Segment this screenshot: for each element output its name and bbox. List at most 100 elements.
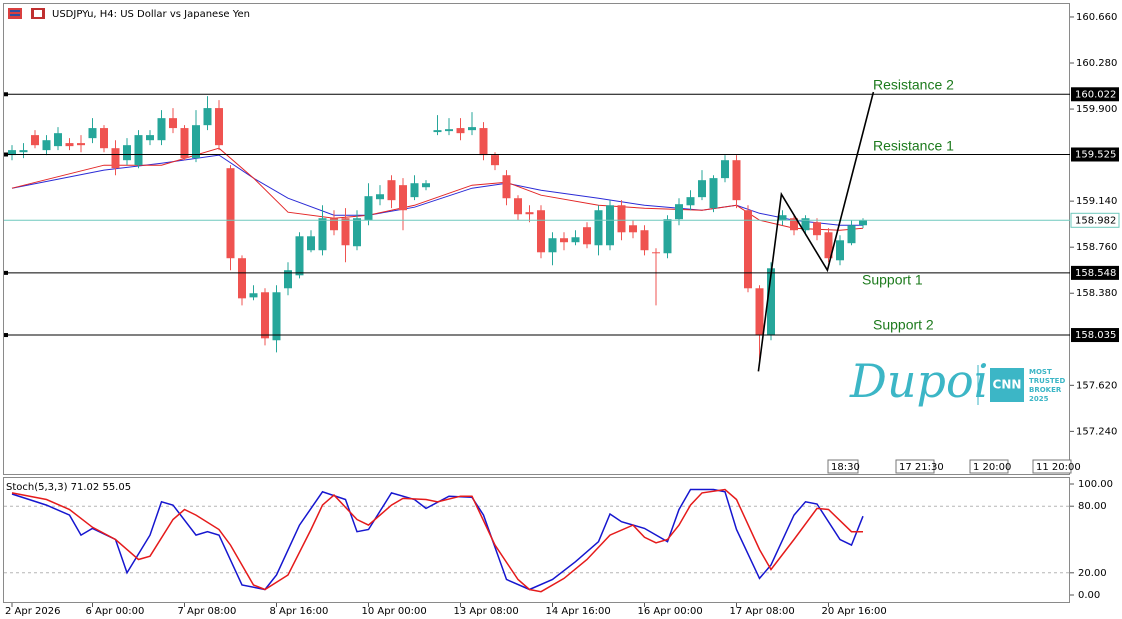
candle-body — [744, 210, 752, 289]
icon — [34, 10, 42, 17]
candle-body — [249, 293, 258, 298]
level-box — [1071, 328, 1119, 343]
stoch-pane-frame — [3, 477, 1070, 603]
candle-body — [295, 236, 304, 276]
badge: CNN — [993, 378, 1022, 392]
candle-body — [686, 197, 695, 206]
candle-body — [456, 128, 465, 134]
watermark: Dupoin CNN MOST TRUSTED BROKER 2025 — [849, 354, 1065, 408]
annotation: Support 1 — [862, 272, 923, 288]
candle-body — [445, 129, 453, 132]
candle-body — [491, 155, 499, 166]
candle-body — [617, 205, 626, 233]
y-tick-label: 160.660 — [1076, 12, 1117, 23]
x-tick-label: 14 Apr 16:00 — [546, 606, 611, 617]
current-price-label: 158.982 — [1075, 215, 1116, 226]
annotation: Support 2 — [873, 317, 934, 333]
x-tick-label: 17 Apr 08:00 — [730, 606, 795, 617]
y-tick-label: 158.380 — [1076, 288, 1117, 299]
candle-body — [502, 175, 511, 199]
candle-body — [226, 168, 235, 259]
x-tick-label: 10 Apr 00:00 — [362, 606, 427, 617]
candle-body — [387, 180, 396, 201]
candle-body — [652, 252, 660, 254]
candle-body — [111, 148, 120, 169]
time-marker-box — [895, 459, 935, 474]
current-price-box — [1070, 212, 1120, 228]
level-anchor — [4, 152, 8, 157]
candle-body — [698, 180, 706, 198]
candle-body — [640, 230, 649, 251]
candle-body — [134, 135, 143, 166]
candle-body — [19, 150, 28, 153]
time-marker: 11 20:00 — [1036, 462, 1081, 473]
candle-body — [836, 240, 844, 261]
candle-body — [65, 143, 74, 147]
candle-body — [571, 237, 580, 243]
candle-body — [376, 194, 384, 200]
tagline: BROKER — [1029, 386, 1062, 394]
tagline: 2025 — [1029, 395, 1049, 403]
candle-body — [203, 108, 212, 126]
candle-body — [353, 218, 361, 247]
candle-body — [801, 218, 810, 231]
candle-body — [548, 238, 557, 253]
time-marker: 18:30 — [831, 462, 860, 473]
candle-body — [709, 178, 718, 209]
candle-body — [721, 160, 729, 179]
y-tick-label: 159.900 — [1076, 104, 1117, 115]
candle-body — [169, 118, 177, 129]
candle-body — [514, 198, 522, 215]
candle-body — [560, 238, 568, 243]
candle-body — [123, 145, 131, 161]
moving-average — [11, 147, 864, 231]
candle-body — [606, 205, 614, 246]
candle-body — [824, 232, 833, 259]
candle-body — [215, 108, 223, 146]
candle-body — [732, 160, 741, 201]
level-anchor — [4, 333, 8, 338]
candle-body — [859, 220, 867, 226]
moving-average — [11, 154, 863, 226]
candle-body — [663, 219, 672, 254]
candle-body — [813, 222, 821, 236]
candle-body — [341, 218, 350, 246]
candle-body — [88, 128, 97, 139]
candle-body — [410, 183, 419, 198]
candle-body — [594, 210, 603, 246]
candle-body — [238, 258, 246, 299]
y-tick-label: 20.00 — [1078, 568, 1107, 579]
time-marker-box — [827, 459, 859, 474]
candle-body — [479, 128, 488, 156]
candle-body — [364, 196, 373, 221]
x-tick-label: 13 Apr 08:00 — [454, 606, 519, 617]
candle-body — [790, 218, 798, 231]
icon — [10, 14, 20, 16]
candle-body — [157, 118, 166, 141]
icon — [10, 10, 20, 12]
time-marker-box — [1032, 459, 1072, 474]
tagline: MOST — [1029, 368, 1052, 376]
candle-body — [537, 210, 545, 253]
candle-body — [755, 288, 764, 336]
candle-body — [330, 218, 338, 231]
y-tick-label: 100.00 — [1078, 479, 1113, 490]
level-anchor — [4, 92, 8, 97]
y-tick-label: 0.00 — [1078, 590, 1100, 601]
trendline — [757, 91, 875, 372]
candle-body — [180, 128, 189, 159]
level-box — [1071, 87, 1119, 102]
candle-body — [307, 236, 315, 251]
candle-body — [629, 225, 637, 233]
y-tick-label: 80.00 — [1078, 501, 1107, 512]
x-tick-label: 7 Apr 08:00 — [178, 606, 237, 617]
y-tick-label: 159.140 — [1076, 196, 1117, 207]
candle-body — [272, 292, 281, 341]
level-label: 159.525 — [1075, 149, 1116, 160]
y-tick-label: 160.280 — [1076, 58, 1117, 69]
candle-body — [8, 150, 16, 156]
level-label: 158.035 — [1075, 330, 1116, 341]
candle-body — [42, 140, 51, 151]
